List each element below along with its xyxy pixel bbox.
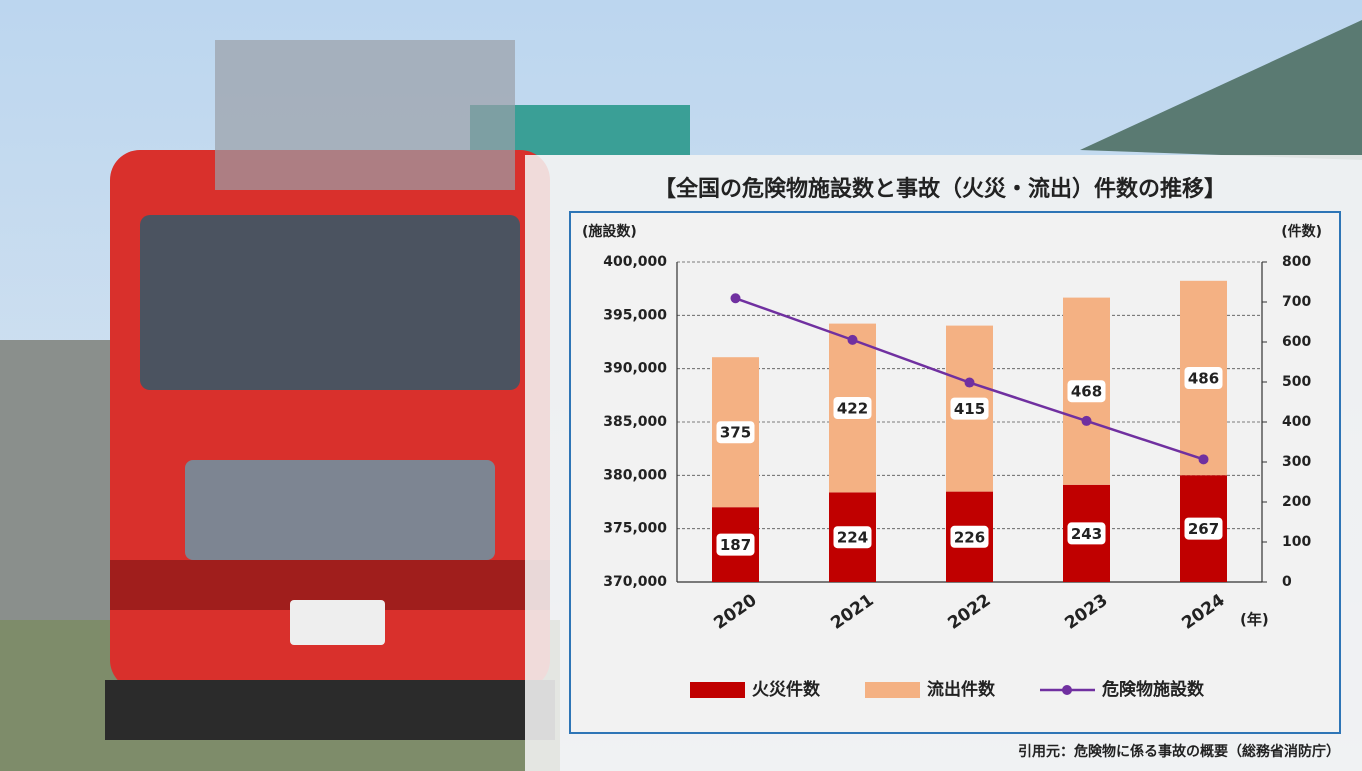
y-tick-label: 385,000 — [603, 414, 667, 430]
value-label-bg — [716, 533, 755, 556]
y2-tick-label: 600 — [1282, 334, 1311, 350]
line-point — [964, 377, 975, 388]
value-label: 375 — [720, 424, 751, 442]
line-point — [847, 334, 858, 345]
y-tick-label: 395,000 — [603, 307, 667, 323]
y2-tick-label: 500 — [1282, 374, 1311, 390]
value-label-bg — [1067, 380, 1106, 403]
y2-tick-label: 100 — [1282, 534, 1311, 550]
source: 引用元：危険物に係る事故の概要（総務省消防庁） — [1018, 743, 1340, 760]
y2-tick-label: 700 — [1282, 294, 1311, 310]
line-point — [1198, 454, 1209, 465]
y2-tick-label: 0 — [1282, 574, 1292, 590]
value-label-bg — [716, 421, 755, 444]
value-label: 243 — [1071, 525, 1102, 543]
y-tick-label: 400,000 — [603, 254, 667, 270]
value-label: 486 — [1188, 370, 1219, 388]
y2-tick-label: 400 — [1282, 414, 1311, 430]
legend-swatch — [865, 682, 920, 698]
value-label: 187 — [720, 536, 751, 554]
value-label-bg — [1184, 517, 1223, 540]
value-label-bg — [1067, 522, 1106, 545]
value-label-bg — [950, 525, 989, 548]
y2-axis-label: (件数) — [1281, 223, 1322, 240]
legend-swatch — [690, 682, 745, 698]
legend-label: 火災件数 — [752, 679, 821, 700]
y2-tick-label: 800 — [1282, 254, 1311, 270]
legend-label: 流出件数 — [927, 679, 996, 700]
value-label: 226 — [954, 528, 985, 546]
y2-tick-label: 300 — [1282, 454, 1311, 470]
chart-title: 【全国の危険物施設数と事故（火災・流出）件数の推移】 — [654, 176, 1226, 202]
value-label: 422 — [837, 400, 868, 418]
y-tick-label: 370,000 — [603, 574, 667, 590]
value-label-bg — [1184, 367, 1223, 389]
value-label: 224 — [837, 529, 868, 547]
line-point — [1081, 415, 1092, 426]
value-label: 267 — [1188, 520, 1219, 538]
y-tick-label: 380,000 — [603, 467, 667, 483]
line-point — [730, 293, 741, 304]
x-axis-label: (年) — [1240, 611, 1269, 629]
y-tick-label: 375,000 — [603, 521, 667, 537]
legend-swatch — [1062, 685, 1072, 695]
value-label-bg — [950, 397, 989, 420]
value-label: 468 — [1071, 383, 1102, 401]
y2-tick-label: 200 — [1282, 494, 1311, 510]
y-axis-label: (施設数) — [582, 223, 637, 240]
y-tick-label: 390,000 — [603, 361, 667, 377]
value-label: 415 — [954, 400, 985, 418]
legend-label: 危険物施設数 — [1101, 679, 1205, 700]
value-label-bg — [833, 526, 872, 549]
value-label-bg — [833, 397, 872, 419]
